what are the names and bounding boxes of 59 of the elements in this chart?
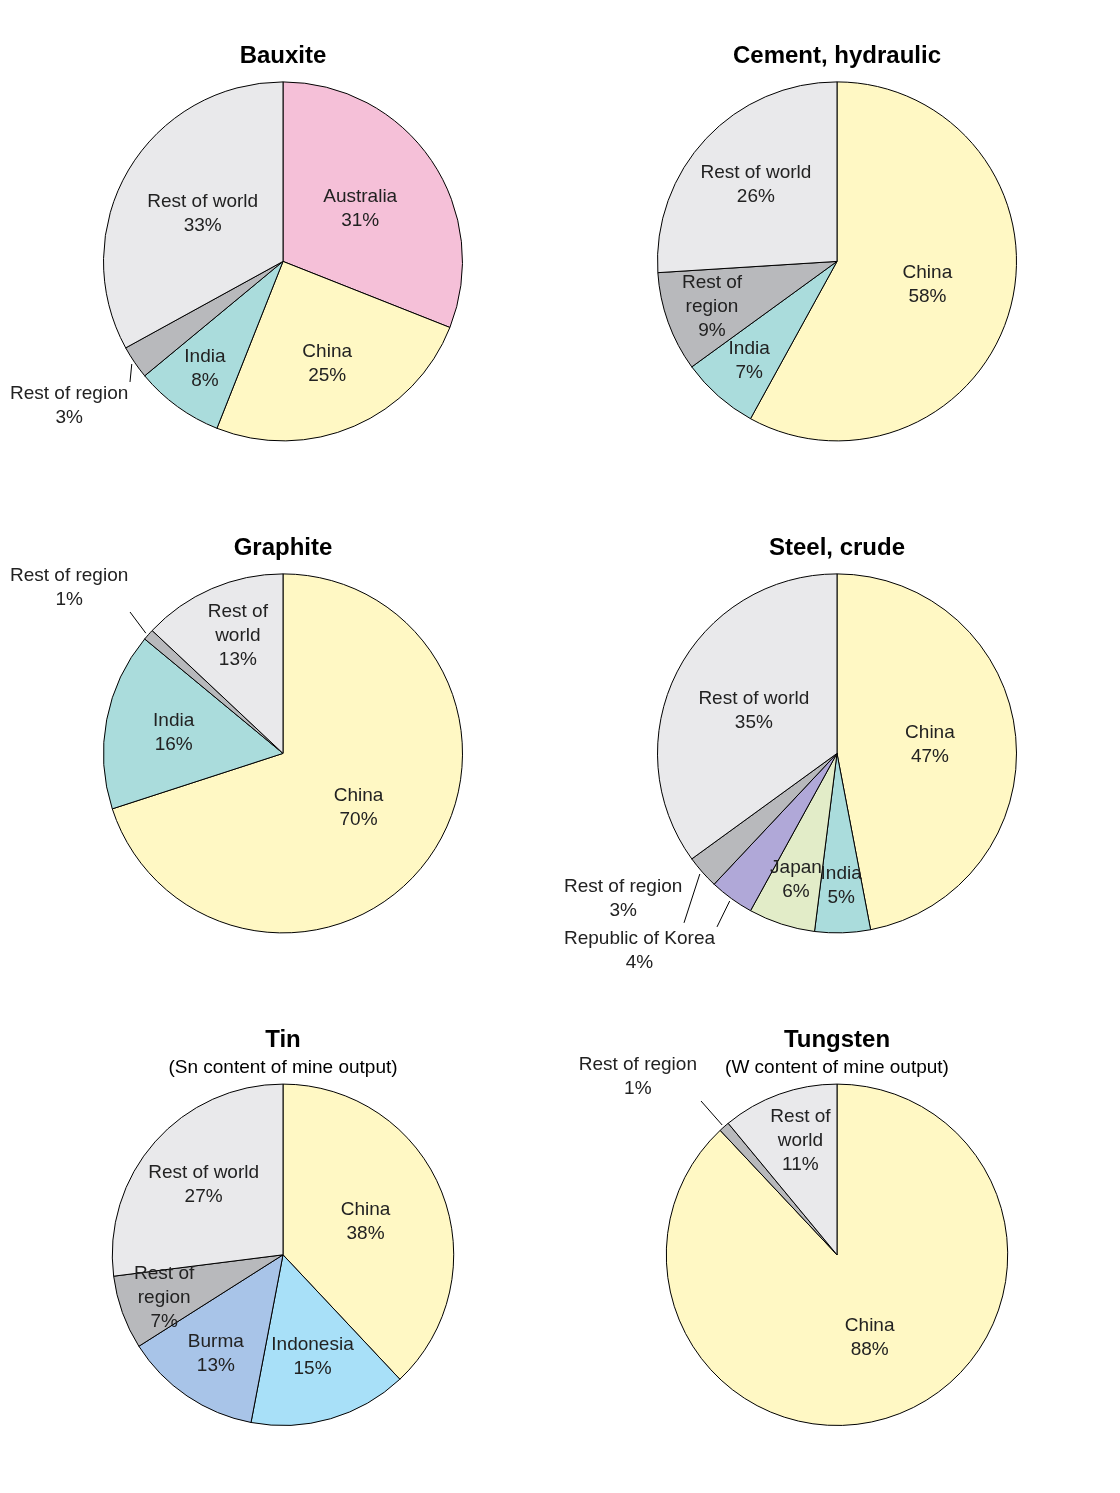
data-label: 58% <box>908 284 947 306</box>
data-label: 38% <box>346 1222 385 1244</box>
slice-label: Rest of region <box>578 1052 697 1074</box>
slice-label: China <box>340 1198 391 1220</box>
data-label: 6% <box>782 879 810 901</box>
data-label: 70% <box>339 808 378 830</box>
slice-label: Rest of region <box>681 270 743 316</box>
chart-subtitle: (Sn content of mine output) <box>168 1056 398 1078</box>
data-label: 13% <box>196 1353 235 1375</box>
slice-label: China <box>333 784 384 806</box>
data-label: 13% <box>218 648 257 670</box>
data-label: 33% <box>183 214 222 236</box>
data-label: 26% <box>736 185 775 207</box>
data-label: 15% <box>293 1356 332 1378</box>
slice-label: Australia <box>323 185 398 207</box>
data-label: 8% <box>191 369 219 391</box>
slice-label: Rest of world <box>207 600 269 646</box>
data-label: 25% <box>308 363 347 385</box>
chart-title: Graphite <box>233 533 333 561</box>
slice-label: China <box>902 260 953 282</box>
data-label: 88% <box>850 1337 889 1359</box>
data-label: 3% <box>609 899 637 921</box>
slice-label: India <box>728 337 771 359</box>
data-label: 5% <box>827 886 855 908</box>
chart-title: Tungsten <box>783 1025 891 1053</box>
chart-title: Cement, hydraulic <box>732 41 942 69</box>
slice-label: Rest of world <box>770 1105 832 1151</box>
slice-label: China <box>302 339 353 361</box>
slice-label: Rest of region <box>9 382 129 404</box>
slice-label: Rest of world <box>147 190 259 212</box>
slice-label: Indonesia <box>271 1332 355 1354</box>
data-label: 7% <box>735 361 763 383</box>
slice-label: Rest of region <box>563 875 683 897</box>
slice-label: China <box>905 720 956 742</box>
slice-label: India <box>184 345 226 367</box>
data-label: 35% <box>734 711 773 733</box>
chart-title: Tin <box>265 1025 301 1053</box>
data-label: 3% <box>55 406 83 428</box>
data-label: 11% <box>782 1153 819 1175</box>
data-label: 16% <box>154 732 193 754</box>
chart-title: Steel, crude <box>768 533 906 561</box>
data-label: 1% <box>55 587 83 609</box>
chart-subtitle: (W content of mine output) <box>725 1056 949 1078</box>
slice-label: Rest of world <box>700 161 812 183</box>
slice-label: Rest of region <box>9 563 129 585</box>
chart-title: Bauxite <box>239 41 327 69</box>
slice-label: China <box>844 1313 895 1335</box>
data-label: 9% <box>698 318 726 340</box>
data-label: 31% <box>341 209 380 231</box>
data-label: 1% <box>624 1076 652 1098</box>
data-label: 47% <box>910 744 950 766</box>
slice-label: Republic of Korea <box>563 927 716 949</box>
slice-label: India <box>153 708 195 730</box>
data-label: 7% <box>150 1309 178 1331</box>
slice-label: Rest of world <box>148 1161 260 1183</box>
slice-label: Burma <box>187 1329 245 1351</box>
data-label: 27% <box>184 1185 223 1207</box>
slice-label: Rest of world <box>698 687 810 709</box>
data-label: 4% <box>625 951 654 973</box>
